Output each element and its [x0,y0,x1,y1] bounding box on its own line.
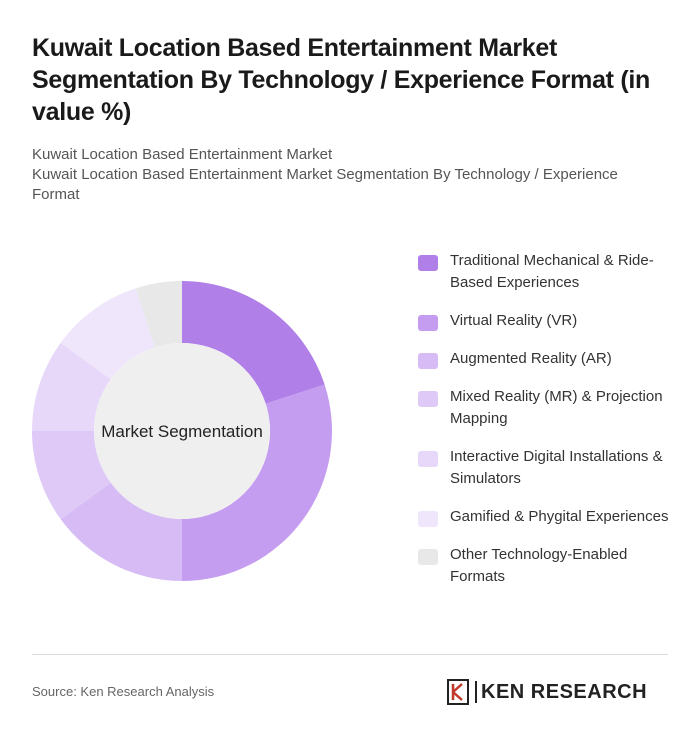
logo-separator [475,681,477,703]
donut-slice-5 [32,342,111,431]
donut-slice-2 [182,384,332,581]
logo-mark-icon [447,679,469,705]
logo-text: KEN RESEARCH [481,680,648,703]
legend-swatch [418,511,438,527]
source-note: Source: Ken Research Analysis [32,684,215,699]
legend-label: Mixed Reality (MR) & Projection Mapping [450,388,663,427]
legend-label: Augmented Reality (AR) [450,350,612,367]
legend-swatch [418,549,438,565]
legend-label: Gamified & Phygital Experiences [450,508,669,525]
legend-label: Virtual Reality (VR) [450,312,578,329]
donut-hole [94,343,270,519]
donut-chart: Market Segmentation [32,281,332,581]
legend: Traditional Mechanical & Ride-Based Expe… [418,250,678,604]
donut-slice-7 [135,281,182,348]
legend-item: Augmented Reality (AR) [418,348,678,370]
legend-item: Gamified & Phygital Experiences [418,506,678,528]
legend-swatch [418,315,438,331]
footer-divider [32,654,668,655]
legend-label: Traditional Mechanical & Ride-Based Expe… [450,252,654,291]
ken-research-logo: KEN RESEARCH [447,678,647,706]
subtitle-line-2: Kuwait Location Based Entertainment Mark… [32,166,618,203]
legend-item: Traditional Mechanical & Ride-Based Expe… [418,250,678,294]
subtitle-line-1: Kuwait Location Based Entertainment Mark… [32,146,333,163]
legend-label: Other Technology-Enabled Formats [450,546,628,585]
donut-slice-3 [60,482,183,581]
donut-slice-1 [182,281,325,404]
legend-item: Other Technology-Enabled Formats [418,544,678,588]
donut-slice-6 [60,288,155,380]
legend-item: Mixed Reality (MR) & Projection Mapping [418,386,678,430]
legend-swatch [418,391,438,407]
legend-swatch [418,451,438,467]
legend-label: Interactive Digital Installations & Simu… [450,448,663,487]
legend-swatch [418,255,438,271]
center-label: Market Segmentation [101,422,263,441]
chart-subtitle: Kuwait Location Based Entertainment Mark… [32,145,662,205]
legend-item: Virtual Reality (VR) [418,310,678,332]
donut-slice-4 [32,431,111,520]
legend-item: Interactive Digital Installations & Simu… [418,446,678,490]
chart-title: Kuwait Location Based Entertainment Mark… [32,34,650,126]
legend-swatch [418,353,438,369]
